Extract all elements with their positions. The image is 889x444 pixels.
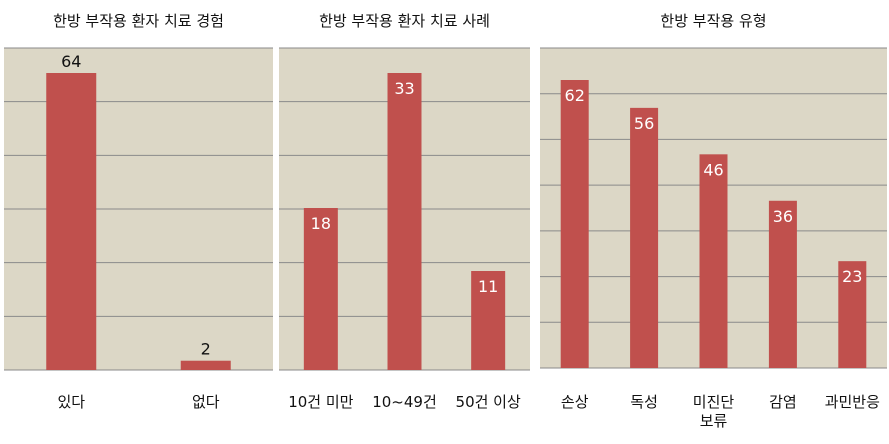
- data-label: 18: [311, 214, 331, 233]
- bar: [768, 200, 797, 368]
- tick-label: 미진단: [693, 393, 735, 411]
- tick-label: 과민반응: [825, 393, 880, 411]
- bars: 62 56 46 36 23: [560, 80, 867, 368]
- tick-label: 보류: [700, 412, 728, 430]
- bar: [471, 271, 506, 370]
- bar: [630, 107, 659, 368]
- data-label: 46: [703, 160, 723, 179]
- bars: 64 2: [46, 52, 231, 370]
- category-labels: 있다 없다: [57, 393, 219, 411]
- chart-title: 한방 부작용 유형: [660, 12, 766, 30]
- tick-label: 50건 이상: [456, 393, 521, 411]
- tick-label: 10건 미만: [288, 393, 353, 411]
- tick-label: 없다: [192, 393, 220, 411]
- data-label: 23: [842, 267, 862, 286]
- chart-title: 한방 부작용 환자 치료 경험: [53, 12, 224, 30]
- tick-label: 손상: [561, 393, 589, 411]
- bar: [303, 208, 338, 370]
- data-label: 33: [394, 79, 414, 98]
- data-label: 56: [634, 114, 654, 133]
- data-label: 2: [201, 340, 211, 359]
- chart-title: 한방 부작용 환자 치료 사례: [319, 12, 490, 30]
- bar: [560, 80, 589, 368]
- category-labels: 10건 미만 10~49건 50건 이상: [288, 393, 521, 411]
- bar: [387, 73, 422, 370]
- tick-label: 있다: [57, 393, 85, 411]
- bar: [699, 154, 728, 368]
- bar: [838, 261, 867, 368]
- tick-label: 감염: [769, 393, 797, 411]
- bar: [46, 73, 97, 370]
- chart-treatment-experience: 64 2 있다 없다 한방 부작용 환자 치료 경험: [4, 12, 273, 411]
- data-label: 36: [773, 207, 793, 226]
- tick-label: 10~49건: [372, 393, 437, 411]
- tick-label: 독성: [630, 393, 658, 411]
- data-label: 11: [478, 277, 498, 296]
- bar: [180, 360, 231, 370]
- chart-treatment-cases: 18 33 11 10건 미만 10~49건 50건 이상 한방 부작용 환자 치료 사…: [279, 12, 530, 411]
- bars: 18 33 11: [303, 73, 506, 370]
- data-label: 64: [61, 52, 81, 71]
- data-label: 62: [565, 86, 585, 105]
